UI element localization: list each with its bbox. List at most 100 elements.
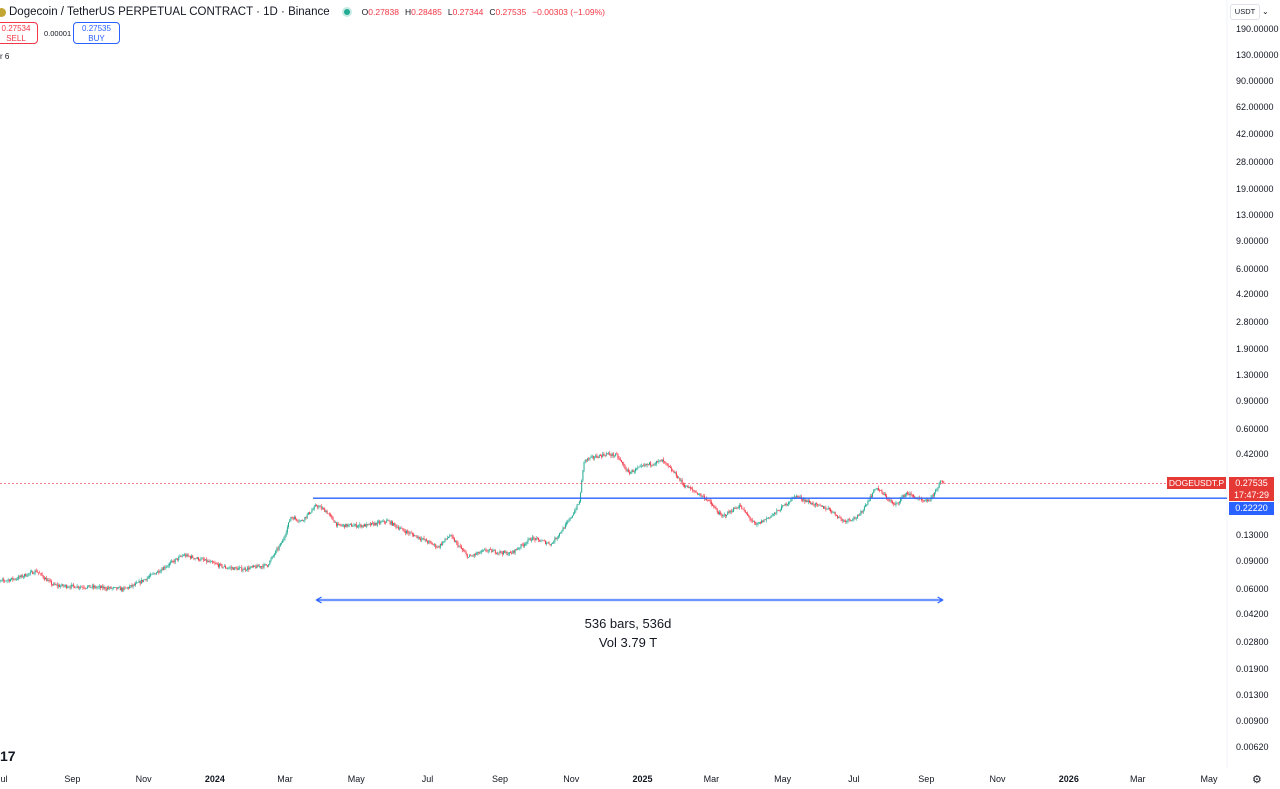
candle bbox=[0, 580, 2, 581]
chevron-down-icon[interactable]: ⌄ bbox=[1262, 7, 1269, 16]
candle bbox=[427, 541, 429, 543]
candle bbox=[543, 540, 545, 542]
candle bbox=[527, 539, 529, 542]
candle bbox=[345, 523, 347, 528]
candle bbox=[910, 493, 912, 495]
candle bbox=[838, 516, 840, 518]
candle bbox=[773, 512, 775, 514]
candle bbox=[470, 555, 472, 557]
candle bbox=[687, 485, 689, 489]
price-axis-tick: 0.13000 bbox=[1236, 530, 1269, 541]
candle bbox=[39, 572, 41, 574]
price-axis-tick: 0.01300 bbox=[1236, 690, 1269, 701]
candle bbox=[831, 511, 833, 513]
symbol-title[interactable]: Dogecoin / TetherUS PERPETUAL CONTRACT ·… bbox=[9, 6, 330, 18]
candle bbox=[106, 587, 108, 590]
candle bbox=[116, 587, 118, 590]
candle bbox=[483, 549, 485, 551]
candle bbox=[594, 457, 596, 459]
candle bbox=[331, 515, 333, 518]
candle bbox=[81, 586, 83, 588]
candle bbox=[316, 505, 318, 506]
ohlc-low-label: L bbox=[447, 7, 453, 17]
candle bbox=[493, 550, 495, 551]
candle bbox=[66, 585, 68, 588]
candle bbox=[393, 523, 395, 526]
candle bbox=[75, 587, 77, 589]
candle bbox=[596, 455, 598, 458]
candle bbox=[465, 552, 467, 554]
candle bbox=[662, 459, 664, 462]
candle bbox=[738, 505, 740, 508]
candle bbox=[696, 492, 698, 495]
candle bbox=[907, 492, 909, 494]
candle bbox=[284, 535, 286, 539]
candle bbox=[889, 500, 891, 501]
ohlc-change: −0.00303 (−1.09%) bbox=[532, 7, 605, 17]
buy-price: 0.27535 bbox=[82, 24, 111, 33]
candle bbox=[436, 547, 438, 548]
time-axis-tick: Nov bbox=[135, 774, 152, 784]
buy-button[interactable]: 0.27535 BUY bbox=[73, 22, 120, 44]
candle bbox=[424, 539, 426, 540]
tradingview-logo[interactable]: 17 bbox=[0, 748, 16, 764]
candle bbox=[325, 510, 327, 512]
candle bbox=[612, 453, 614, 456]
candle bbox=[455, 541, 457, 543]
candle bbox=[538, 538, 540, 540]
candle bbox=[339, 523, 341, 526]
candle bbox=[888, 499, 890, 501]
candle bbox=[463, 550, 465, 552]
candle bbox=[821, 505, 823, 507]
candle bbox=[89, 585, 91, 588]
date-range-measure[interactable] bbox=[315, 596, 944, 604]
candle bbox=[139, 581, 141, 584]
candle bbox=[118, 587, 120, 588]
candle bbox=[175, 558, 177, 560]
candle bbox=[507, 554, 509, 555]
candle bbox=[381, 521, 383, 523]
candle bbox=[891, 501, 893, 504]
candle bbox=[671, 467, 673, 471]
candle bbox=[754, 521, 756, 523]
candle bbox=[867, 501, 869, 505]
candle bbox=[770, 515, 772, 518]
candle bbox=[727, 511, 729, 516]
candle bbox=[36, 571, 38, 573]
candle bbox=[911, 494, 913, 496]
candle bbox=[203, 559, 205, 561]
candle bbox=[170, 562, 172, 564]
candle bbox=[743, 508, 745, 510]
candle bbox=[60, 585, 62, 587]
candle bbox=[338, 523, 340, 525]
candle bbox=[164, 567, 166, 569]
candle bbox=[929, 500, 931, 502]
candle bbox=[749, 516, 751, 520]
candle bbox=[604, 455, 606, 456]
candle bbox=[131, 585, 133, 587]
candle bbox=[737, 507, 739, 509]
sell-button[interactable]: 0.27534 SELL bbox=[0, 22, 38, 44]
candle bbox=[439, 543, 441, 548]
candle bbox=[505, 551, 507, 553]
candle bbox=[583, 461, 585, 471]
candle bbox=[664, 461, 666, 463]
candle bbox=[64, 585, 66, 586]
candle bbox=[715, 507, 717, 510]
gear-icon[interactable]: ⚙ bbox=[1252, 774, 1262, 786]
currency-selector[interactable]: USDT bbox=[1230, 4, 1260, 20]
candle bbox=[764, 519, 766, 521]
candle bbox=[658, 460, 660, 462]
candle bbox=[150, 574, 152, 577]
candle bbox=[618, 457, 620, 459]
candle bbox=[520, 544, 522, 548]
dogecoin-logo-icon bbox=[0, 7, 6, 17]
candle bbox=[209, 561, 211, 563]
candle bbox=[617, 454, 619, 458]
candle bbox=[784, 503, 786, 506]
candle bbox=[231, 567, 233, 569]
spread-value: 0.00001 bbox=[44, 29, 72, 38]
candle bbox=[387, 520, 389, 522]
